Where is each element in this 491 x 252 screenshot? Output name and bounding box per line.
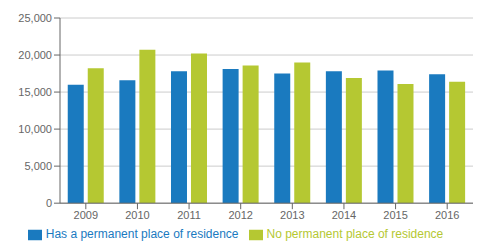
svg-text:2015: 2015 (383, 209, 407, 221)
svg-text:10,000: 10,000 (18, 123, 52, 135)
html-text:No permanent place of residenc: No permanent place of residence (266, 227, 444, 242)
svg-text:2016: 2016 (435, 209, 459, 221)
svg-text:20,000: 20,000 (18, 49, 52, 61)
svg-text:2011: 2011 (177, 209, 201, 221)
svg-text:2010: 2010 (125, 209, 149, 221)
svg-text:2014: 2014 (332, 209, 356, 221)
svg-text:0: 0 (46, 197, 52, 209)
svg-text:25,000: 25,000 (18, 12, 52, 24)
svg-text:15,000: 15,000 (18, 86, 52, 98)
svg-text:5,000: 5,000 (24, 160, 52, 172)
svg-text:2013: 2013 (280, 209, 304, 221)
svg-text:2012: 2012 (228, 209, 252, 221)
html-text:Has a permanent place of resid: Has a permanent place of residence (45, 227, 239, 242)
svg-text:2009: 2009 (74, 209, 98, 221)
